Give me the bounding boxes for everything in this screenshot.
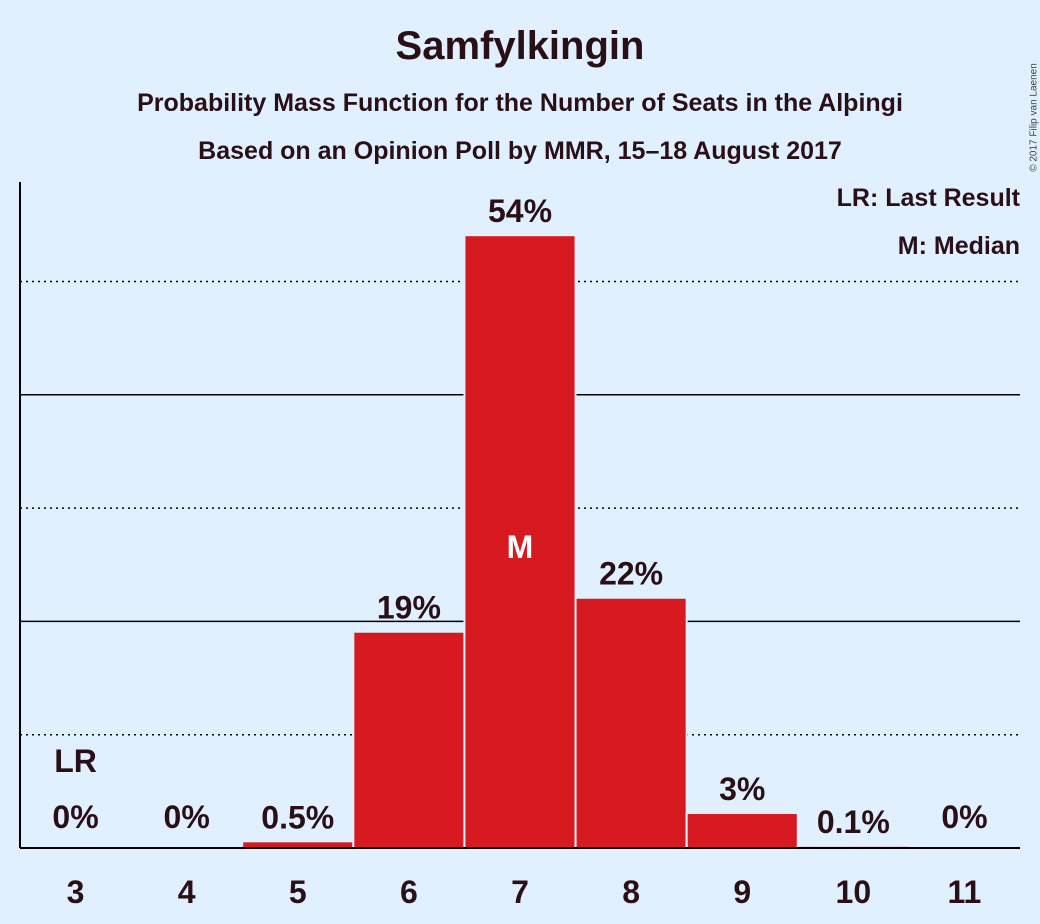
bar-value-label: 0.1% bbox=[817, 804, 890, 840]
bar bbox=[243, 842, 353, 848]
legend-median: M: Median bbox=[897, 232, 1020, 260]
bar-value-label: 3% bbox=[719, 771, 765, 807]
x-tick-label: 3 bbox=[67, 874, 85, 910]
bar bbox=[354, 632, 464, 848]
bar-value-label: 54% bbox=[488, 193, 552, 229]
bar-value-label: 0% bbox=[164, 799, 210, 835]
x-tick-label: 11 bbox=[948, 874, 982, 910]
bar-value-label: 22% bbox=[599, 556, 663, 592]
bar bbox=[465, 236, 575, 848]
bar-value-label: 0% bbox=[52, 799, 98, 835]
bar-value-label: 19% bbox=[377, 590, 441, 626]
chart-subtitle: Probability Mass Function for the Number… bbox=[137, 89, 903, 117]
bar-value-label: 0% bbox=[941, 799, 987, 835]
chart-source-line: Based on an Opinion Poll by MMR, 15–18 A… bbox=[198, 137, 842, 165]
x-tick-label: 4 bbox=[178, 874, 196, 910]
bar bbox=[576, 598, 686, 848]
x-tick-label: 6 bbox=[400, 874, 418, 910]
x-tick-label: 8 bbox=[622, 874, 640, 910]
median-marker: M bbox=[507, 529, 534, 565]
chart-title: Samfylkingin bbox=[395, 24, 645, 68]
x-tick-label: 5 bbox=[289, 874, 307, 910]
bar bbox=[687, 814, 797, 848]
bar-value-label: 0.5% bbox=[261, 799, 334, 835]
x-tick-label: 9 bbox=[733, 874, 751, 910]
x-tick-label: 10 bbox=[836, 874, 872, 910]
legend-last-result: LR: Last Result bbox=[836, 184, 1020, 212]
last-result-marker: LR bbox=[54, 743, 97, 779]
x-tick-label: 7 bbox=[511, 874, 529, 910]
bar-gap bbox=[796, 844, 910, 848]
